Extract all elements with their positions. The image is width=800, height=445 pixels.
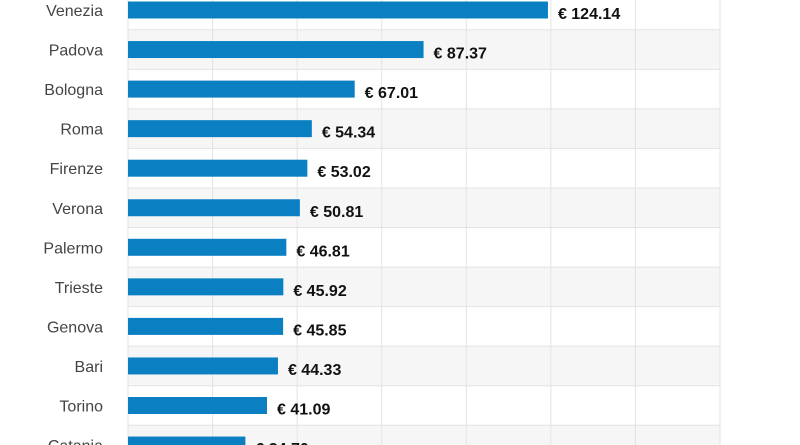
category-label: Roma bbox=[60, 122, 103, 139]
category-label: Bologna bbox=[44, 82, 103, 99]
value-label: € 45.92 bbox=[293, 283, 346, 300]
category-label: Genova bbox=[47, 319, 103, 336]
bar-roma bbox=[128, 120, 312, 138]
bar-palermo bbox=[128, 238, 287, 256]
value-label: € 46.81 bbox=[296, 243, 349, 260]
value-label: € 41.09 bbox=[277, 402, 330, 419]
value-label: € 44.33 bbox=[288, 362, 341, 379]
value-label: € 124.14 bbox=[558, 6, 620, 23]
bar-bari bbox=[128, 357, 278, 375]
bar-catania bbox=[128, 436, 246, 445]
row-band bbox=[128, 425, 720, 445]
bar-bologna bbox=[128, 80, 355, 98]
value-label: € 34.70 bbox=[255, 441, 308, 445]
bar-verona bbox=[128, 199, 300, 217]
gridlines bbox=[127, 0, 721, 445]
category-label: Bari bbox=[75, 359, 103, 376]
value-label: € 54.34 bbox=[322, 125, 375, 142]
category-label: Padova bbox=[49, 43, 103, 60]
bar-firenze bbox=[128, 159, 308, 177]
value-label: € 87.37 bbox=[434, 46, 487, 63]
category-label: Palermo bbox=[43, 240, 103, 257]
bars bbox=[128, 1, 548, 445]
value-label: € 53.02 bbox=[317, 164, 370, 181]
bar-torino bbox=[128, 397, 268, 414]
bar-genova bbox=[128, 317, 284, 335]
bar-trieste bbox=[128, 278, 284, 296]
category-label: Catania bbox=[48, 438, 103, 445]
value-labels: € 124.14 € 87.37 € 67.01 € 54.34 € 53.02 € 50… bbox=[255, 6, 620, 445]
value-label: € 45.85 bbox=[293, 322, 346, 339]
category-label: Verona bbox=[52, 201, 103, 218]
bar-padova bbox=[128, 41, 424, 59]
value-label: € 50.81 bbox=[310, 204, 363, 221]
category-label: Torino bbox=[59, 399, 103, 416]
bar-venezia bbox=[128, 1, 548, 19]
value-label: € 67.01 bbox=[365, 85, 418, 102]
category-label: Firenze bbox=[50, 161, 103, 178]
category-labels: Venezia Padova Bologna Roma Firenze Verona Pal… bbox=[43, 3, 103, 445]
category-label: Trieste bbox=[55, 280, 103, 297]
category-label: Venezia bbox=[46, 3, 103, 20]
